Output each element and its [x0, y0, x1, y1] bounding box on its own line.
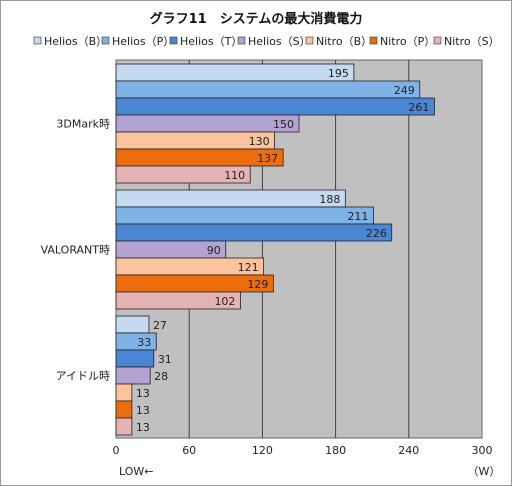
x-axis-label-low: LOW←	[119, 465, 154, 478]
legend-swatch	[101, 36, 110, 45]
bar-value-label: 249	[394, 84, 415, 97]
bar-value-label: 27	[153, 319, 167, 332]
bar	[115, 63, 355, 82]
category-label: アイドル時	[56, 370, 110, 383]
legend-swatch	[369, 36, 378, 45]
bar	[115, 206, 374, 225]
bar	[115, 400, 133, 419]
bar	[115, 189, 346, 208]
bar-value-label: 211	[347, 210, 368, 223]
bar	[115, 114, 300, 133]
legend: Helios（B） Helios（P） Helios（T） Helios（S） Nitr…	[33, 35, 500, 48]
x-tick-label: 60	[182, 444, 196, 457]
bar-value-label: 195	[328, 67, 349, 80]
chart-title: グラフ11 システムの最大消費電力	[150, 11, 363, 27]
legend-swatch	[169, 36, 178, 45]
x-axis-ticks: 0 60 120 180 240 300	[113, 444, 493, 457]
bar	[115, 349, 155, 368]
x-tick-label: 180	[325, 444, 346, 457]
bar	[115, 97, 435, 116]
bar	[115, 315, 150, 334]
bar	[115, 80, 421, 99]
bar-value-label: 110	[224, 169, 245, 182]
x-axis-unit-label: （W）	[468, 465, 501, 478]
bar-value-label: 129	[247, 278, 268, 291]
bar-value-label: 188	[319, 193, 340, 206]
bar	[115, 291, 241, 310]
legend-entry: Helios（B）	[44, 35, 107, 48]
legend-entry: Helios（S）	[248, 35, 311, 48]
bar-value-label: 137	[257, 152, 278, 165]
x-tick-label: 120	[252, 444, 273, 457]
legend-entry: Nitro（P）	[380, 35, 435, 48]
legend-swatch	[33, 36, 42, 45]
bar-value-label: 102	[214, 295, 235, 308]
bar-value-label: 90	[207, 244, 221, 257]
x-tick-label: 300	[472, 444, 493, 457]
legend-swatch	[237, 36, 246, 45]
legend-swatch	[305, 36, 314, 45]
bar-value-label: 13	[136, 404, 150, 417]
legend-entry: Helios（T）	[180, 35, 242, 48]
bar-value-label: 33	[137, 336, 151, 349]
bar	[115, 165, 251, 184]
bar-value-label: 31	[158, 353, 172, 366]
bar	[115, 366, 151, 385]
bar-value-label: 121	[238, 261, 259, 274]
category-label: VALORANT時	[41, 244, 110, 257]
category-label: 3DMark時	[56, 118, 110, 131]
bar-value-label: 226	[366, 227, 387, 240]
x-tick-label: 0	[113, 444, 120, 457]
bar-value-label: 150	[273, 118, 294, 131]
x-tick-label: 240	[398, 444, 419, 457]
legend-entry: Nitro（B）	[316, 35, 372, 48]
bar-value-label: 130	[249, 135, 270, 148]
legend-swatch	[433, 36, 442, 45]
bar-value-label: 261	[408, 101, 429, 114]
bar-value-label: 13	[136, 421, 150, 434]
bar	[115, 223, 393, 242]
bar	[115, 383, 133, 402]
legend-entry: Helios（P）	[112, 35, 174, 48]
bar-value-label: 28	[154, 370, 168, 383]
legend-entry: Nitro（S）	[444, 35, 500, 48]
bar-value-label: 13	[136, 387, 150, 400]
bar	[115, 417, 133, 436]
